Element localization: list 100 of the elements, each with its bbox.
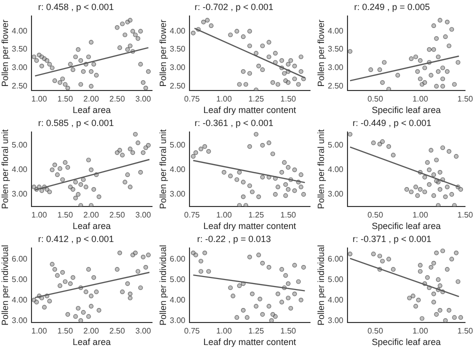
point — [456, 279, 460, 284]
point — [456, 60, 460, 65]
y-tick-label: 3.00 — [12, 190, 28, 199]
point — [434, 312, 439, 317]
point — [258, 296, 262, 302]
point — [283, 273, 288, 278]
x-tick-label: 1.00 — [31, 210, 48, 220]
point — [39, 188, 44, 193]
point — [78, 182, 84, 187]
point — [443, 194, 448, 200]
y-axis-title: Pollen per individual — [0, 244, 10, 326]
point — [298, 184, 304, 190]
point — [128, 18, 132, 22]
x-tick-label: 1.00 — [412, 94, 429, 104]
point — [425, 275, 430, 280]
point — [55, 273, 60, 278]
point — [81, 69, 86, 74]
point — [390, 267, 396, 272]
point — [292, 188, 297, 193]
point — [298, 298, 304, 302]
x-tick-label: 1.00 — [412, 210, 429, 220]
point — [438, 283, 442, 288]
point — [266, 264, 272, 270]
point — [436, 203, 441, 207]
point — [292, 262, 297, 268]
point — [254, 50, 258, 56]
point — [240, 194, 246, 200]
point — [438, 18, 442, 22]
point — [117, 250, 122, 256]
point — [434, 250, 439, 256]
point — [247, 254, 252, 260]
x-tick-label: 1.50 — [57, 94, 74, 104]
point — [426, 47, 432, 52]
point — [230, 294, 236, 298]
point — [413, 54, 418, 60]
point — [260, 260, 265, 266]
chart-title: r: 0.458 , p < 0.001 — [38, 2, 114, 12]
point — [440, 145, 446, 150]
point — [52, 78, 58, 83]
point — [348, 132, 352, 137]
point — [140, 254, 146, 260]
point — [428, 148, 434, 152]
point — [198, 258, 204, 264]
point — [62, 160, 68, 165]
point — [136, 36, 140, 41]
point — [436, 69, 441, 74]
y-tick-label: 6.00 — [12, 254, 28, 264]
point — [234, 315, 240, 320]
point — [425, 160, 430, 165]
x-tick-label: 2.50 — [109, 326, 126, 336]
point — [286, 165, 290, 170]
point — [205, 18, 210, 22]
point — [431, 23, 436, 28]
point — [292, 168, 297, 172]
point — [122, 32, 128, 38]
point — [254, 304, 258, 309]
point — [266, 140, 272, 146]
point — [234, 177, 240, 182]
y-tick-label: 3.00 — [12, 63, 28, 72]
point — [128, 146, 132, 152]
chart-title: r: -0.361 , p < 0.001 — [194, 118, 274, 128]
point — [228, 174, 233, 178]
point — [146, 69, 151, 74]
point — [449, 27, 454, 32]
x-tick-label: 2.50 — [109, 94, 126, 104]
point — [60, 177, 65, 182]
point — [449, 256, 454, 262]
point — [256, 194, 261, 200]
point — [193, 150, 198, 155]
point — [240, 308, 246, 313]
point — [410, 294, 416, 298]
point — [208, 23, 214, 28]
point — [32, 54, 36, 60]
point — [244, 315, 250, 320]
point — [292, 64, 297, 68]
point — [201, 20, 206, 24]
chart-title: r: -0.449 , p < 0.001 — [352, 118, 432, 128]
point — [415, 69, 420, 74]
point — [117, 45, 122, 50]
point — [266, 304, 272, 309]
x-tick-label: 1.00 — [31, 326, 48, 336]
x-axis-title: Leaf dry matter content — [203, 221, 296, 232]
point — [76, 47, 80, 52]
x-tick-label: 1.50 — [457, 210, 474, 220]
point — [458, 315, 464, 320]
point — [269, 318, 274, 323]
x-tick-label: 0.75 — [184, 94, 200, 104]
point — [438, 187, 442, 192]
x-axis-title: Leaf dry matter content — [203, 105, 296, 116]
point — [88, 69, 94, 74]
chart-title: r: 0.249 , p = 0.005 — [354, 2, 430, 12]
point — [114, 267, 120, 272]
point — [404, 187, 410, 192]
point — [86, 158, 91, 162]
chart-title: r: -0.702 , p < 0.001 — [194, 2, 274, 12]
x-tick-label: 2.00 — [83, 326, 100, 336]
point — [256, 252, 261, 258]
point — [273, 50, 278, 56]
point — [84, 290, 88, 294]
point — [88, 304, 94, 309]
